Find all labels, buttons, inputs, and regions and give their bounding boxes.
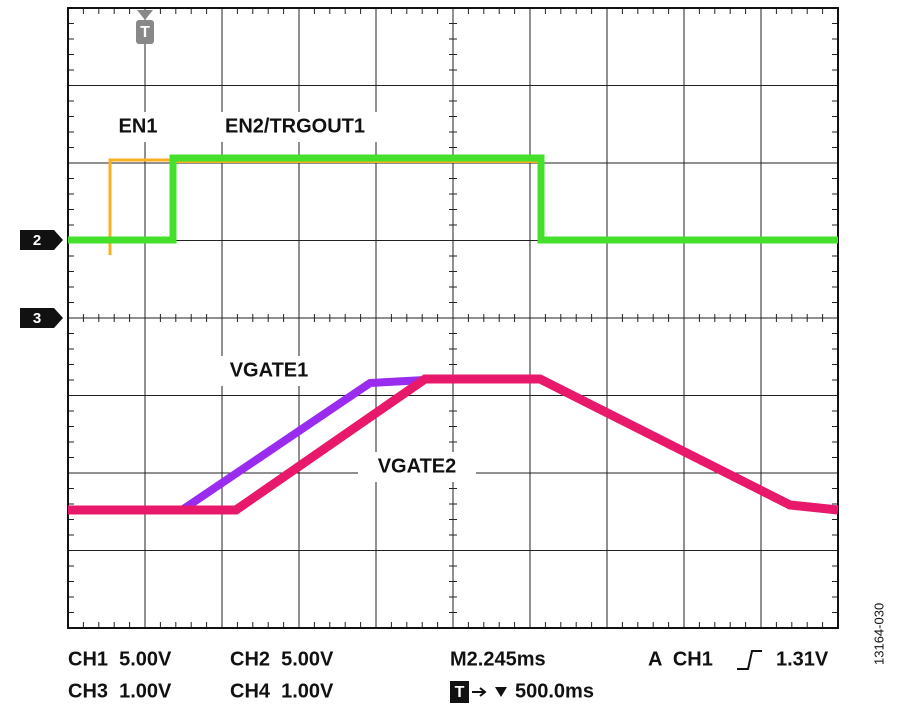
trigger-box [136, 20, 154, 44]
status-text: 1.31V [776, 648, 829, 670]
trace-label: EN2/TRGOUT1 [225, 115, 365, 137]
channel-marker: 2 [33, 232, 41, 249]
frame [67, 7, 839, 629]
delay-icon [495, 687, 507, 697]
label-bg [210, 356, 328, 386]
en2-trace [68, 154, 838, 244]
vgate2-trace [68, 374, 839, 515]
trigger-arrow [137, 10, 153, 20]
trace-label: EN1 [119, 115, 158, 137]
trigger-marker: T [140, 24, 150, 41]
graticule [68, 8, 838, 628]
en1-trace [108, 158, 170, 255]
timebase-box [450, 681, 469, 703]
trace-label: VGATE1 [230, 359, 309, 381]
label-bg [108, 112, 168, 142]
edge-symbol [737, 650, 762, 670]
channel-marker-bg [20, 230, 63, 250]
channel-marker-bg [20, 308, 63, 328]
status-text: M2.245ms [450, 648, 546, 670]
status-text: CH1 5.00V [68, 648, 172, 670]
status-text: 500.0ms [515, 680, 594, 702]
arrow-icon [472, 687, 487, 697]
status-text: A CH1 [648, 648, 713, 670]
channel-marker: 3 [33, 310, 41, 327]
vgate1-trace [68, 376, 426, 514]
label-bg [200, 112, 390, 142]
trace-label: VGATE2 [378, 455, 457, 477]
label-bg [358, 452, 476, 482]
status-text: T [455, 684, 465, 701]
status-text: CH4 1.00V [230, 680, 334, 702]
status-text: CH2 5.00V [230, 648, 334, 670]
status-text: CH3 1.00V [68, 680, 172, 702]
figure-id: 13164-030 [871, 603, 886, 665]
